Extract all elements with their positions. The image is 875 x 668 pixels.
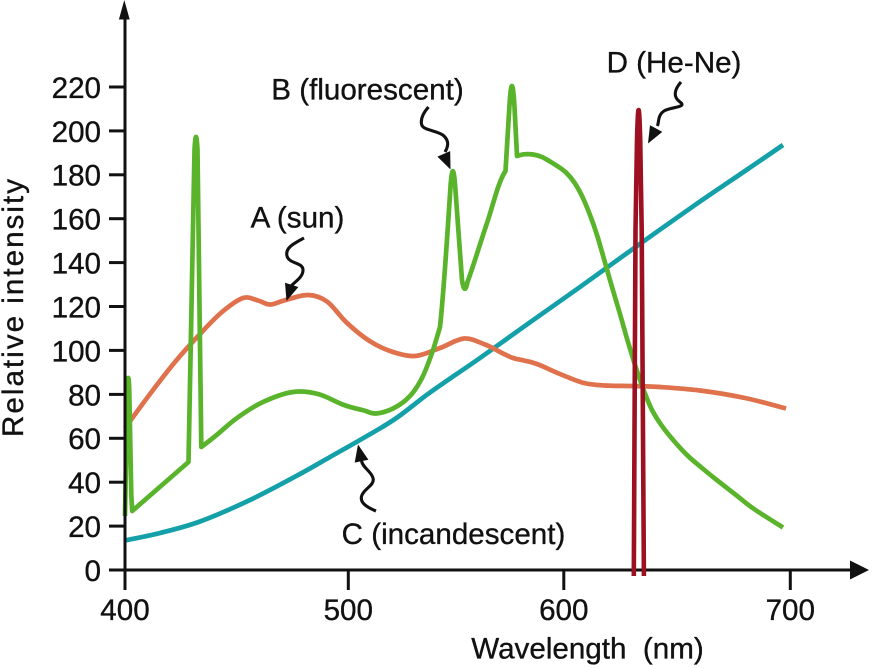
svg-text:200: 200 [52, 116, 101, 149]
svg-text:100: 100 [52, 335, 101, 368]
svg-text:Wavelength (nm): Wavelength (nm) [471, 633, 703, 666]
svg-text:Relative intensity: Relative intensity [0, 179, 30, 437]
svg-text:B (fluorescent): B (fluorescent) [271, 74, 463, 107]
svg-text:20: 20 [68, 511, 101, 544]
svg-text:60: 60 [68, 423, 101, 456]
svg-text:160: 160 [52, 204, 101, 237]
svg-text:120: 120 [52, 291, 101, 324]
svg-text:400: 400 [100, 594, 149, 627]
svg-text:0: 0 [85, 555, 101, 588]
svg-text:A (sun): A (sun) [251, 202, 345, 235]
svg-text:180: 180 [52, 160, 101, 193]
svg-text:D (He-Ne): D (He-Ne) [607, 47, 742, 80]
svg-text:500: 500 [324, 594, 373, 627]
svg-text:700: 700 [766, 594, 815, 627]
svg-text:80: 80 [68, 379, 101, 412]
svg-text:40: 40 [68, 467, 101, 500]
svg-text:220: 220 [52, 72, 101, 105]
svg-text:140: 140 [52, 248, 101, 281]
svg-text:600: 600 [539, 594, 588, 627]
svg-text:C (incandescent): C (incandescent) [342, 518, 566, 551]
